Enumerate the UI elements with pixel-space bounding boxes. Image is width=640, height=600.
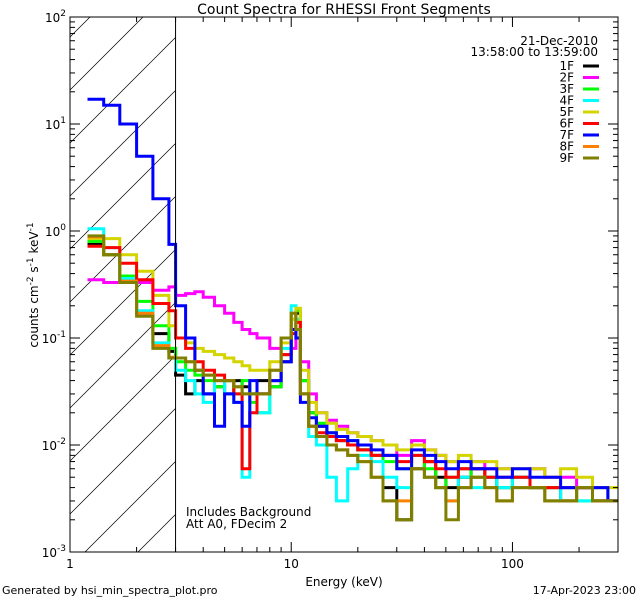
annotation-attenuator: Att A0, FDecim 2 <box>186 517 287 531</box>
legend-label: 2F <box>559 71 574 85</box>
series-4F <box>87 227 618 503</box>
y-tick-label: 100 <box>45 223 66 239</box>
plot-frame <box>69 16 619 553</box>
annotation-background: Includes Background <box>186 505 311 519</box>
time-range-label: 13:58:00 to 13:59:00 <box>471 45 598 59</box>
series-9F <box>87 234 618 522</box>
legend-label: 6F <box>559 117 574 131</box>
hatch-line <box>69 16 144 91</box>
footer-timestamp: 17-Apr-2023 23:00 <box>533 584 636 597</box>
series-3F <box>87 239 618 503</box>
legend-label: 8F <box>559 140 574 154</box>
axis-ticks <box>69 16 619 553</box>
legend-label: 9F <box>559 151 574 165</box>
y-axis-label: counts cm-2 s-1 keV-1 <box>26 222 41 347</box>
legend-label: 7F <box>559 128 574 142</box>
y-tick-label: 102 <box>45 9 66 25</box>
hatch-line <box>84 461 176 553</box>
hatch-line <box>69 37 176 144</box>
legend-label: 4F <box>559 94 574 108</box>
footer-generated-by: Generated by hsi_min_spectra_plot.pro <box>2 584 218 597</box>
y-tick-label: 101 <box>45 116 66 132</box>
hatch-line <box>69 408 176 515</box>
excluded-region-hatch <box>69 16 176 553</box>
x-tick-label: 100 <box>501 557 524 571</box>
hatch-line <box>137 514 176 553</box>
hatch-line <box>69 143 176 250</box>
legend-label: 1F <box>559 59 574 73</box>
hatch-line <box>69 355 176 462</box>
series-8F <box>87 235 618 503</box>
x-axis-label: Energy (keV) <box>305 575 382 589</box>
y-tick-label: 10-3 <box>42 544 66 560</box>
series-7F <box>87 97 618 503</box>
legend-label: 3F <box>559 82 574 96</box>
hatch-line <box>69 196 176 303</box>
x-tick-label: 10 <box>284 557 299 571</box>
y-tick-label: 10-1 <box>42 330 66 346</box>
legend-label: 5F <box>559 105 574 119</box>
chart-title: Count Spectra for RHESSI Front Segments <box>197 2 491 18</box>
series-6F <box>87 244 618 503</box>
series-5F <box>87 237 618 490</box>
x-tick-label: 1 <box>66 557 74 571</box>
hatch-line <box>69 249 176 356</box>
date-label: 21-Dec-2010 <box>520 34 598 48</box>
hatch-line <box>69 90 176 197</box>
hatch-line <box>69 302 176 409</box>
y-tick-label: 10-2 <box>42 437 66 453</box>
